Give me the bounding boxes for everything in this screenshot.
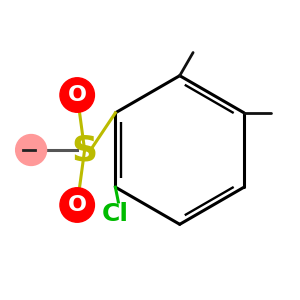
Text: O: O [68, 85, 87, 105]
Circle shape [16, 134, 46, 166]
Circle shape [60, 188, 94, 222]
Circle shape [60, 78, 94, 112]
Text: O: O [68, 195, 87, 215]
Text: Cl: Cl [102, 202, 129, 226]
Text: S: S [71, 133, 98, 167]
